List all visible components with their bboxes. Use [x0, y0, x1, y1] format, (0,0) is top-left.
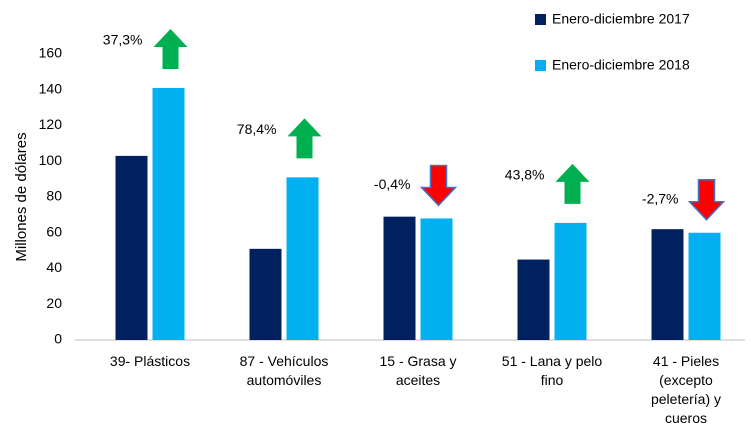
- change-label: 43,8%: [505, 167, 545, 183]
- change-arrow: [287, 118, 322, 159]
- y-axis-label: Millones de dólares: [13, 132, 30, 261]
- bar: [420, 218, 453, 340]
- x-tick-label: 51 - Lana y pelo fino: [501, 353, 603, 388]
- legend-swatch: [535, 60, 546, 71]
- legend-label: Enero-diciembre 2018: [552, 57, 690, 73]
- bar: [554, 222, 587, 340]
- y-tick-label: 120: [39, 116, 63, 132]
- bar: [383, 216, 416, 340]
- bar: [152, 87, 185, 341]
- y-tick-label: 140: [39, 80, 63, 96]
- y-tick-label: 160: [39, 45, 63, 61]
- bar: [249, 248, 282, 340]
- legend-label: Enero-diciembre 2017: [552, 11, 690, 27]
- x-tick-label: 39- Plásticos: [109, 353, 191, 369]
- bar: [115, 155, 148, 340]
- x-tick-label: 15 - Grasa y aceites: [379, 353, 457, 388]
- change-arrow: [687, 179, 726, 221]
- change-arrow: [555, 163, 590, 204]
- y-tick-label: 100: [39, 152, 63, 168]
- change-label: -2,7%: [642, 190, 679, 206]
- y-tick-label: 20: [46, 295, 62, 311]
- y-tick-label: 80: [46, 188, 62, 204]
- bar: [688, 232, 721, 340]
- change-label: 78,4%: [237, 121, 277, 137]
- y-tick-label: 40: [46, 259, 62, 275]
- change-arrow: [419, 164, 458, 207]
- bar: [517, 259, 550, 340]
- change-label: 37,3%: [103, 32, 143, 48]
- change-arrow: [153, 28, 188, 69]
- x-tick-label: 41 - Pieles (excepto peletería) y cueros: [650, 353, 722, 426]
- legend-swatch: [535, 14, 546, 25]
- change-label: -0,4%: [374, 176, 411, 192]
- y-tick-label: 0: [54, 331, 62, 347]
- x-tick-label: 87 - Vehículos automóviles: [239, 353, 329, 388]
- bar: [651, 229, 684, 340]
- y-tick-label: 60: [46, 223, 62, 239]
- bar: [286, 177, 319, 340]
